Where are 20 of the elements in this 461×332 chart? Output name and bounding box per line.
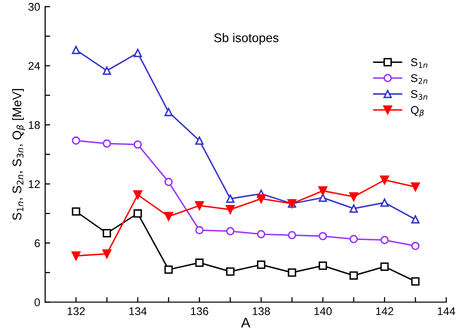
x-axis-title: A <box>241 318 250 328</box>
x-tick-label: 134 <box>129 307 147 316</box>
x-tick-label: 132 <box>68 307 85 316</box>
y-tick-label: 18 <box>28 121 40 129</box>
legend-label: S$_{1n}$ <box>410 58 428 68</box>
y-tick-label: 30 <box>28 2 40 11</box>
legend-label: S$_{3n}$ <box>410 90 428 100</box>
text: S$_{1n}$, S$_{2n}$, S$_{3n}$, Q$_{β}$ [MeV] <box>12 89 26 220</box>
y-tick-label: 12 <box>28 180 40 188</box>
y-tick-label: 24 <box>28 62 40 70</box>
x-tick-label: 136 <box>191 307 208 316</box>
legend-label: S$_{2n}$ <box>410 74 428 84</box>
x-tick-label: 142 <box>376 307 394 316</box>
x-tick-label: 140 <box>314 307 332 316</box>
y-tick-label: 6 <box>34 239 40 248</box>
legend-label: Q$_{β}$ <box>410 106 424 118</box>
y-tick-label: 0 <box>34 298 40 306</box>
annotation: Sb isotopes <box>214 33 278 45</box>
x-tick-label: 138 <box>252 307 270 316</box>
x-tick-label: 144 <box>438 307 456 316</box>
